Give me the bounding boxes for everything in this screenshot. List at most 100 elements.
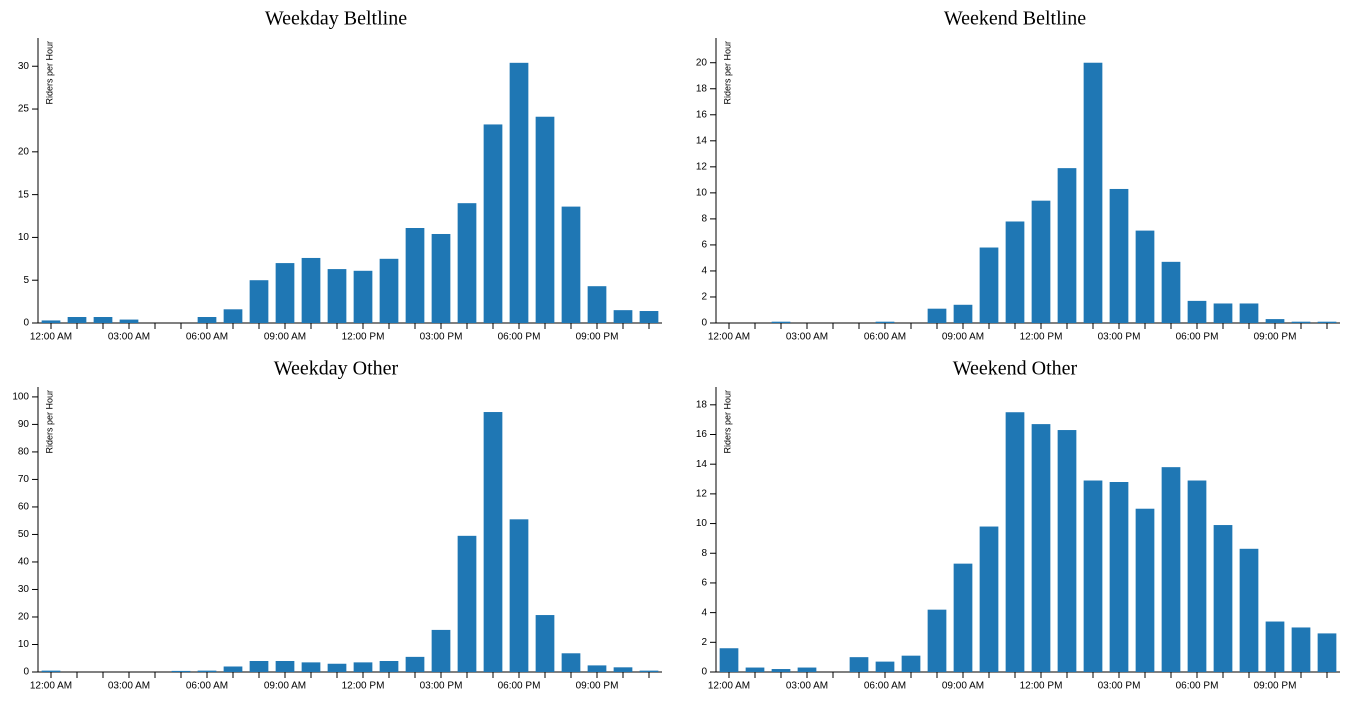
y-tick-label: 18 xyxy=(696,399,708,410)
bar xyxy=(1239,303,1259,323)
bar xyxy=(197,317,217,323)
bar xyxy=(379,258,399,323)
y-tick-label: 16 xyxy=(696,429,708,440)
y-tick-label: 40 xyxy=(18,557,30,568)
bar xyxy=(93,317,113,323)
y-tick-label: 25 xyxy=(18,104,30,115)
x-tick-label: 12:00 AM xyxy=(708,332,750,343)
bar xyxy=(1083,480,1103,672)
bar xyxy=(797,667,817,672)
bar xyxy=(67,317,87,323)
y-tick-label: 12 xyxy=(696,489,708,500)
bar xyxy=(223,666,243,672)
bar xyxy=(171,670,191,672)
x-tick-label: 03:00 AM xyxy=(108,681,150,692)
bar xyxy=(639,311,659,323)
bar xyxy=(275,660,295,672)
bar xyxy=(849,657,869,672)
bar xyxy=(1031,424,1051,672)
y-tick-label: 14 xyxy=(696,135,708,146)
x-tick-label: 12:00 PM xyxy=(1020,332,1063,343)
y-axis-label: Riders per Hour xyxy=(722,41,732,105)
x-tick-label: 09:00 AM xyxy=(942,681,984,692)
bar xyxy=(613,667,633,672)
bar xyxy=(1187,300,1207,323)
bar xyxy=(953,304,973,323)
bar xyxy=(119,319,139,323)
x-tick-label: 03:00 AM xyxy=(786,681,828,692)
y-tick-label: 70 xyxy=(18,474,30,485)
bar xyxy=(1109,482,1129,672)
bar xyxy=(509,519,529,672)
bar xyxy=(509,62,529,323)
chart-title: Weekday Beltline xyxy=(265,8,407,30)
x-tick-label: 03:00 AM xyxy=(108,332,150,343)
bar xyxy=(1057,430,1077,672)
y-axis-label: Riders per Hour xyxy=(722,390,732,454)
bar xyxy=(535,116,555,323)
bar xyxy=(1161,261,1181,323)
x-tick-label: 12:00 PM xyxy=(342,681,385,692)
y-tick-label: 50 xyxy=(18,529,30,540)
y-tick-label: 6 xyxy=(701,240,707,251)
bar xyxy=(327,663,347,672)
bar xyxy=(587,286,607,323)
y-tick-label: 0 xyxy=(23,318,29,329)
bar xyxy=(1213,303,1233,323)
y-tick-label: 2 xyxy=(701,292,707,303)
x-tick-label: 06:00 PM xyxy=(1176,332,1219,343)
bar xyxy=(1317,633,1337,672)
bar xyxy=(249,660,269,672)
bar xyxy=(875,661,895,672)
bar xyxy=(1109,188,1129,323)
bar xyxy=(1291,321,1311,323)
x-tick-label: 06:00 AM xyxy=(186,681,228,692)
bar xyxy=(613,310,633,323)
x-tick-label: 03:00 PM xyxy=(1098,681,1141,692)
bar xyxy=(1005,412,1025,672)
bar xyxy=(405,228,425,323)
bar xyxy=(1265,621,1285,672)
y-tick-label: 12 xyxy=(696,161,708,172)
bar xyxy=(41,670,61,672)
x-tick-label: 06:00 AM xyxy=(186,332,228,343)
bar xyxy=(353,270,373,323)
bar xyxy=(639,670,659,672)
x-tick-label: 03:00 AM xyxy=(786,332,828,343)
bar xyxy=(1083,62,1103,324)
y-tick-label: 10 xyxy=(696,518,708,529)
x-tick-label: 09:00 PM xyxy=(1254,681,1297,692)
x-tick-label: 03:00 PM xyxy=(1098,332,1141,343)
bar xyxy=(979,526,999,672)
bar xyxy=(379,660,399,672)
bar xyxy=(483,412,503,672)
bar xyxy=(745,667,765,672)
bar xyxy=(431,233,451,323)
bar xyxy=(927,308,947,323)
y-tick-label: 0 xyxy=(23,667,29,678)
y-tick-label: 10 xyxy=(18,639,30,650)
bar xyxy=(483,124,503,324)
y-tick-label: 20 xyxy=(696,57,708,68)
x-tick-label: 06:00 PM xyxy=(498,681,541,692)
y-tick-label: 15 xyxy=(18,189,30,200)
bar xyxy=(1187,480,1207,672)
y-tick-label: 10 xyxy=(696,188,708,199)
bar xyxy=(1135,508,1155,672)
y-tick-label: 0 xyxy=(701,667,707,678)
bar xyxy=(1213,525,1233,672)
bar xyxy=(457,535,477,672)
bar xyxy=(927,609,947,672)
y-tick-label: 20 xyxy=(18,612,30,623)
bar xyxy=(327,269,347,323)
bar xyxy=(979,247,999,323)
bar xyxy=(197,670,217,672)
y-tick-label: 18 xyxy=(696,83,708,94)
y-tick-label: 8 xyxy=(701,548,707,559)
x-tick-label: 09:00 PM xyxy=(576,681,619,692)
x-tick-label: 06:00 AM xyxy=(864,681,906,692)
bar xyxy=(561,653,581,672)
bar xyxy=(771,321,791,323)
bar xyxy=(587,665,607,672)
bar xyxy=(953,563,973,672)
